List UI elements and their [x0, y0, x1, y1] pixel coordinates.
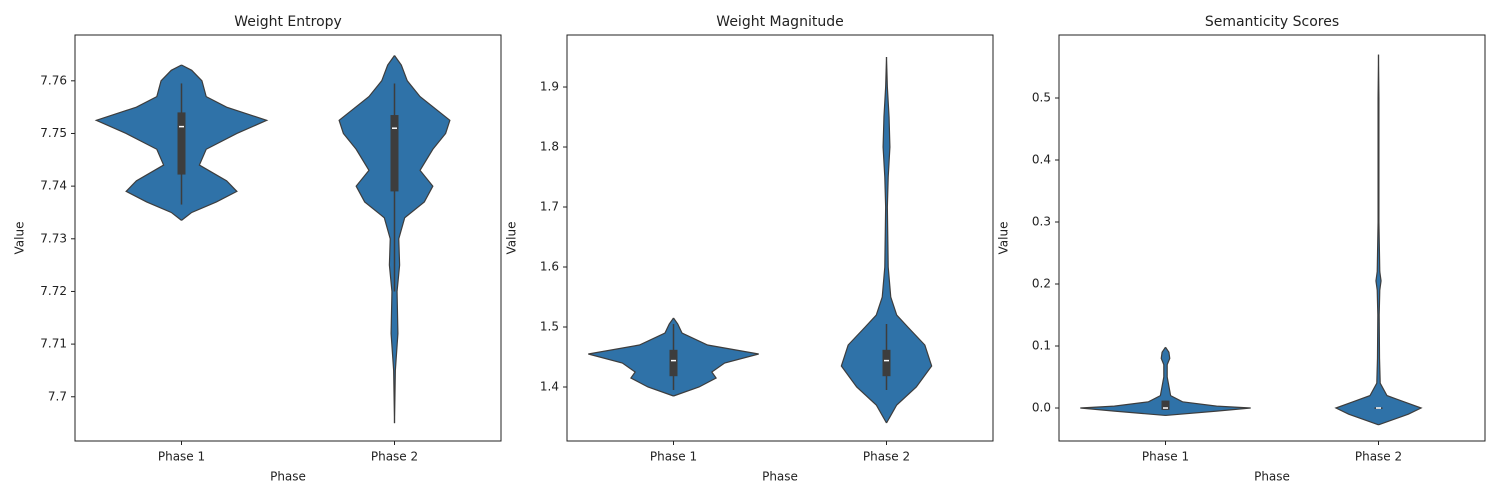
x-axis-label: Phase	[762, 470, 798, 484]
box	[177, 112, 186, 175]
x-tick-label: Phase 1	[1142, 450, 1189, 464]
chart-title: Semanticity Scores	[1205, 14, 1339, 30]
axes-frame	[566, 34, 994, 442]
y-tick-label: 7.75	[40, 126, 67, 140]
y-tick-label: 0.4	[1032, 152, 1051, 166]
y-tick-label: 1.4	[540, 380, 559, 394]
chart-title: Weight Magnitude	[716, 14, 843, 30]
y-tick-label: 7.76	[40, 73, 67, 87]
violin-half	[1334, 54, 1380, 426]
chart-title: Weight Entropy	[234, 14, 342, 30]
y-tick-label: 7.71	[40, 337, 67, 351]
violin-half	[588, 317, 674, 397]
y-tick-label: 0.1	[1032, 339, 1051, 353]
y-tick-label: 1.7	[540, 200, 559, 214]
violin-half	[181, 64, 269, 221]
box	[882, 349, 891, 377]
box	[669, 349, 678, 377]
y-tick-label: 0.2	[1032, 277, 1051, 291]
y-tick-label: 7.7	[48, 389, 67, 403]
x-tick-label: Phase 2	[863, 450, 910, 464]
y-tick-label: 7.72	[40, 284, 67, 298]
x-tick-label: Phase 1	[158, 450, 205, 464]
y-axis-label: Value	[13, 222, 27, 255]
violin-half	[840, 57, 888, 424]
violin-half	[1165, 346, 1251, 417]
box	[1161, 400, 1170, 410]
axes-frame	[1058, 34, 1486, 442]
x-axis-label: Phase	[270, 470, 306, 484]
y-axis-label: Value	[505, 222, 519, 255]
violin-half	[885, 57, 933, 424]
y-axis-label: Value	[997, 222, 1011, 255]
x-tick-label: Phase 1	[650, 450, 697, 464]
x-tick-label: Phase 2	[1355, 450, 1402, 464]
box	[390, 115, 399, 192]
y-tick-label: 0.0	[1032, 401, 1051, 415]
y-tick-label: 7.74	[40, 179, 67, 193]
y-tick-label: 1.6	[540, 260, 559, 274]
y-tick-label: 0.5	[1032, 90, 1051, 104]
violin-half	[1377, 54, 1423, 426]
x-axis-label: Phase	[1254, 470, 1290, 484]
y-tick-label: 1.8	[540, 140, 559, 154]
x-tick-label: Phase 2	[371, 450, 418, 464]
axes-frame	[74, 34, 502, 442]
violin-half	[673, 317, 759, 397]
violin-half	[393, 55, 451, 424]
violin-half	[1080, 346, 1166, 417]
violin-half	[338, 55, 396, 424]
y-tick-label: 7.73	[40, 231, 67, 245]
y-tick-label: 1.9	[540, 80, 559, 94]
y-tick-label: 1.5	[540, 320, 559, 334]
violin-half	[94, 64, 182, 221]
y-tick-label: 0.3	[1032, 215, 1051, 229]
